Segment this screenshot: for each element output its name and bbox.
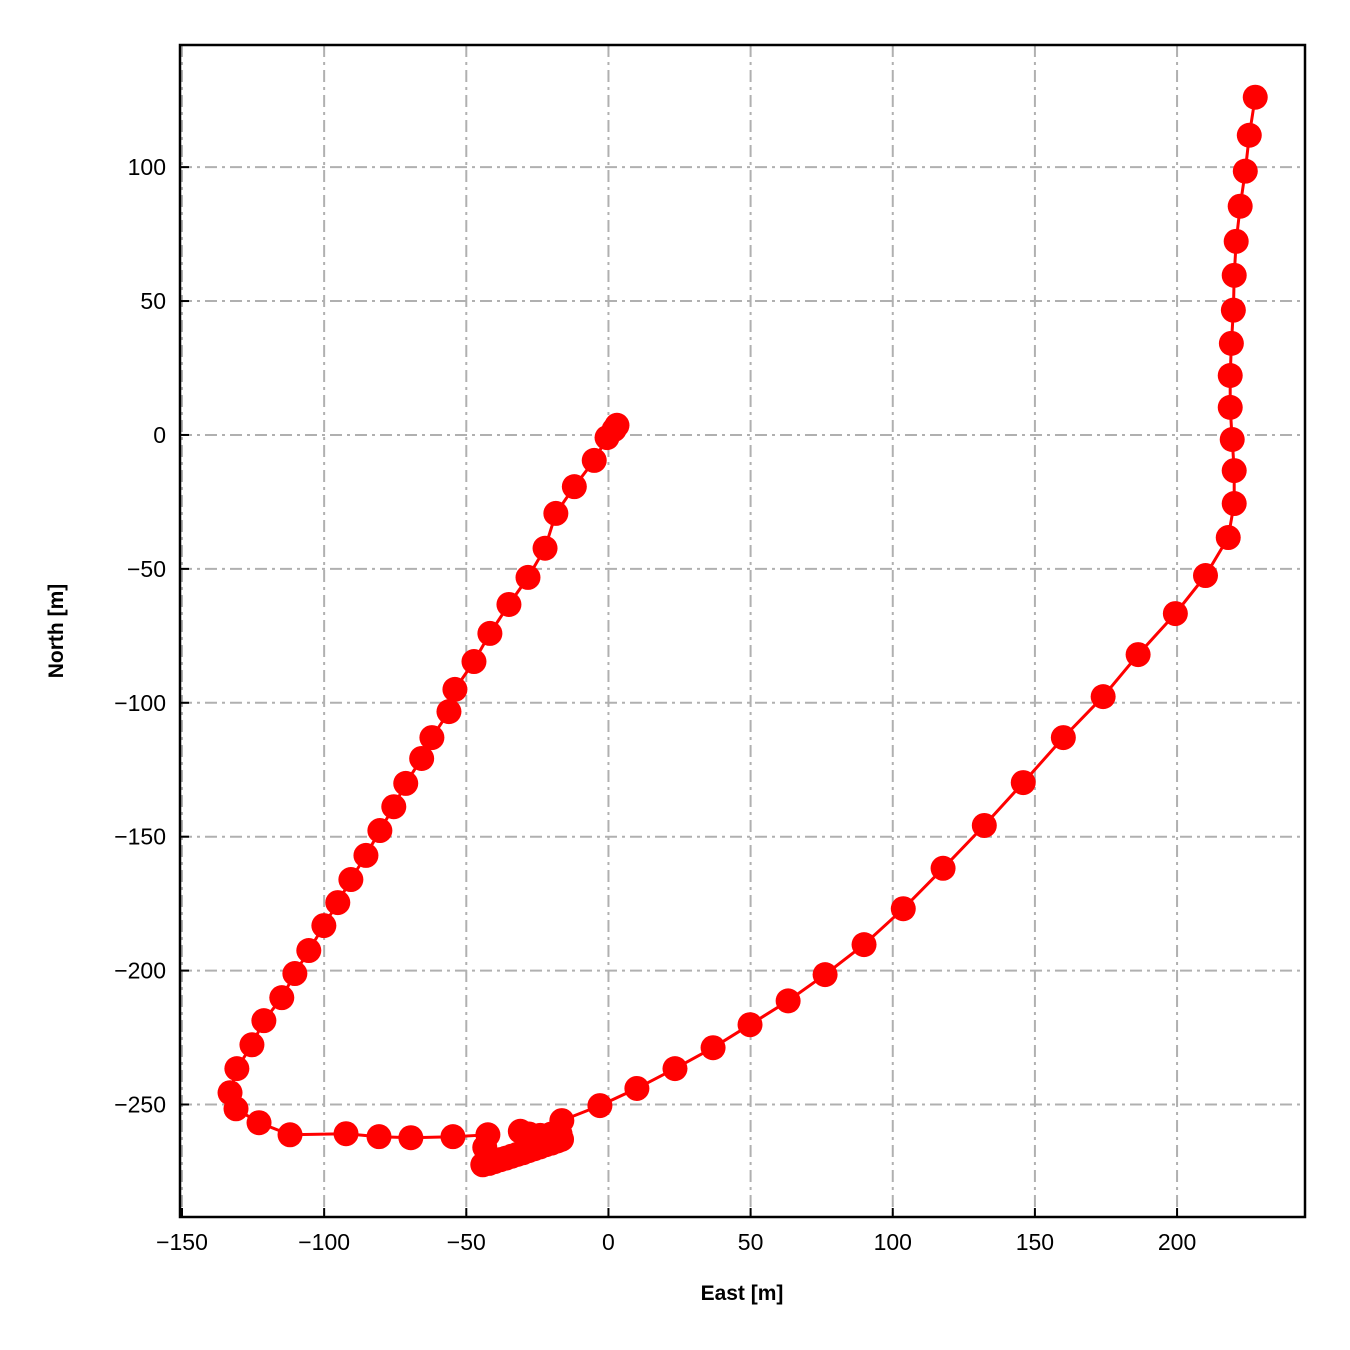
data-point [543,500,569,526]
data-point [367,818,393,844]
data-point [581,447,607,473]
data-point [223,1096,249,1122]
data-point [1217,362,1243,388]
data-point [366,1124,392,1150]
data-point [851,932,877,958]
data-point [1221,458,1247,484]
data-point [775,988,801,1014]
plot-frame [178,43,1307,1219]
data-point [477,620,503,646]
data-point [507,1118,533,1144]
y-tick-label: −200 [114,958,166,984]
data-point [381,794,407,820]
data-point [1242,84,1268,110]
data-point [812,962,838,988]
series-trajectory [217,84,1268,1178]
grid [180,45,1305,1217]
data-point [1220,297,1246,323]
x-tick-label: 150 [1016,1229,1054,1255]
data-point [890,896,916,922]
data-point [338,867,364,893]
data-point [515,564,541,590]
data-point [442,676,468,702]
data-point [436,699,462,725]
data-point [1221,262,1247,288]
data-point [296,938,322,964]
data-point [440,1124,466,1150]
data-point [1010,770,1036,796]
y-tick-label: −100 [114,690,166,716]
data-point [662,1056,688,1082]
data-point [353,842,379,868]
y-tick-label: 0 [153,422,166,448]
x-tick-label: −50 [447,1229,486,1255]
data-point [587,1093,613,1119]
data-point [419,725,445,751]
y-tick-label: 100 [128,154,166,180]
data-point [1227,193,1253,219]
data-point [930,855,956,881]
trajectory-line [228,96,1257,1167]
data-point [1192,563,1218,589]
y-tick-label: −150 [114,824,166,850]
data-point [1236,122,1262,148]
x-tick-label: 50 [738,1229,764,1255]
data-point [1219,427,1245,453]
y-tick-label: −50 [127,556,166,582]
data-point [594,425,620,451]
data-point [398,1125,424,1151]
y-tick-label: −250 [114,1092,166,1118]
data-point [496,591,522,617]
data-point [1223,228,1249,254]
data-point [1162,601,1188,627]
data-point [532,535,558,561]
data-point [461,649,487,675]
data-point [224,1056,250,1082]
data-point [239,1032,265,1058]
data-point [1221,491,1247,517]
data-point [409,745,435,771]
data-point [311,913,337,939]
data-point [1232,158,1258,184]
y-tick-label: 50 [140,288,166,314]
x-tick-label: 100 [874,1229,912,1255]
x-axis-label: East [m] [701,1282,784,1305]
x-tick-label: −100 [298,1229,350,1255]
data-point [1218,330,1244,356]
data-point [325,890,351,916]
ticks: −150 −100 −50 0 50 100 150 200 100 50 0 −50 −100 −150… [114,154,1196,1255]
data-point [1050,725,1076,751]
data-point [737,1012,763,1038]
data-point [1215,525,1241,551]
data-point [700,1035,726,1061]
data-point [561,474,587,500]
data-point [282,961,308,987]
data-point [246,1110,272,1136]
x-tick-label: 200 [1158,1229,1196,1255]
data-point [393,770,419,796]
data-point [277,1122,303,1148]
data-point [624,1075,650,1101]
x-tick-label: −150 [156,1229,208,1255]
data-point [1125,642,1151,668]
data-point [549,1108,575,1134]
data-point [333,1121,359,1147]
data-point [971,812,997,838]
data-point [251,1008,277,1034]
data-point [1217,394,1243,420]
x-tick-label: 0 [602,1229,615,1255]
data-point [1090,684,1116,710]
data-point [269,985,295,1011]
y-axis-label: North [m] [45,584,68,678]
